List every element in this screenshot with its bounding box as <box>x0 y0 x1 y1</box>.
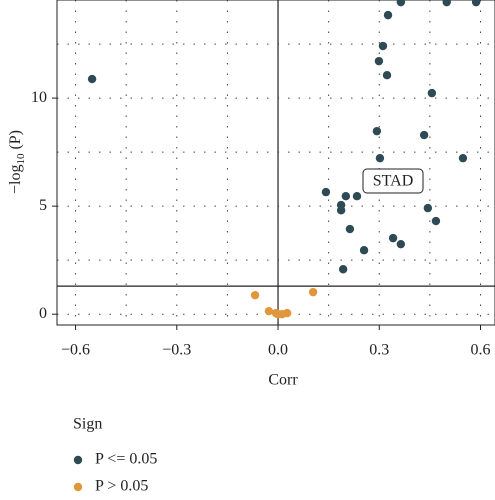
point <box>423 203 433 213</box>
point <box>308 287 318 297</box>
point <box>372 126 382 136</box>
point <box>345 224 355 234</box>
point <box>321 187 331 197</box>
point <box>374 56 384 66</box>
legend-label: P > 0.05 <box>95 478 148 495</box>
y-tick-label: 5 <box>39 197 47 214</box>
point <box>419 130 429 140</box>
point <box>264 306 274 316</box>
point <box>378 41 388 51</box>
point <box>341 192 351 201</box>
point <box>359 246 369 255</box>
plot-border <box>56 0 495 326</box>
legend-title: Sign <box>73 416 102 433</box>
point <box>471 0 481 7</box>
x-tick-label: −0.3 <box>162 342 191 359</box>
point <box>338 265 348 274</box>
y-label-suffix: (P) <box>7 130 24 154</box>
point <box>427 88 437 98</box>
x-tick-label: −0.6 <box>61 342 90 359</box>
point <box>442 0 451 7</box>
y-tick-label: 10 <box>31 89 47 106</box>
x-tick-label: 0.6 <box>470 342 490 359</box>
legend-marker <box>73 455 83 465</box>
point <box>271 308 281 318</box>
legend-label: P <= 0.05 <box>95 451 157 468</box>
point <box>396 239 406 249</box>
legend-marker <box>73 482 83 492</box>
y-tick-label: 0 <box>39 305 47 322</box>
x-tick-label: 0.3 <box>369 342 389 359</box>
annotation: STAD <box>373 173 414 190</box>
point <box>383 10 393 20</box>
point <box>250 290 260 300</box>
point <box>87 74 97 84</box>
annotation-box <box>362 168 424 194</box>
point <box>431 216 441 226</box>
y-axis-label: −log10 (P) <box>7 130 27 194</box>
y-label-sub: 10 <box>15 153 27 165</box>
point <box>375 153 385 163</box>
y-label-prefix: −log <box>7 165 24 194</box>
x-tick-label: 0.0 <box>268 342 288 359</box>
point <box>396 0 406 7</box>
point <box>382 70 392 80</box>
point <box>352 192 362 201</box>
point <box>282 308 292 318</box>
point <box>388 233 398 243</box>
point <box>458 153 468 163</box>
x-axis-label: Corr <box>268 372 298 389</box>
point <box>336 206 346 215</box>
